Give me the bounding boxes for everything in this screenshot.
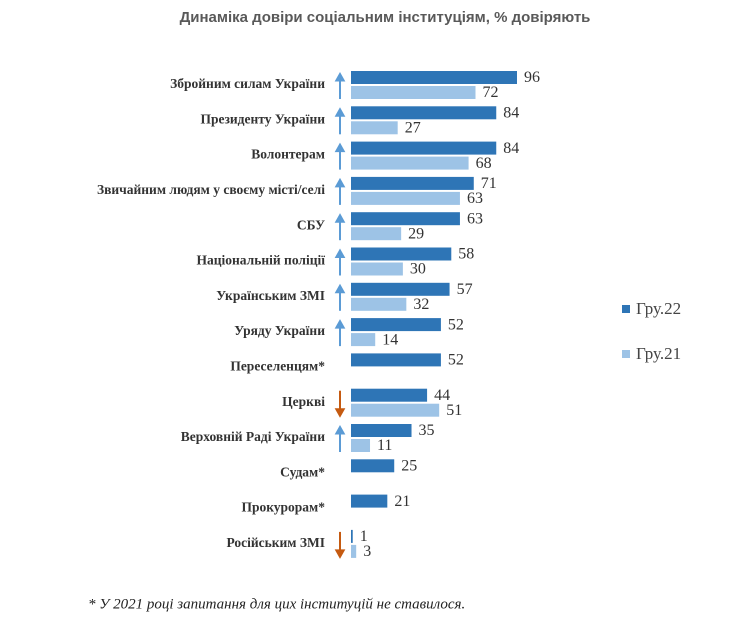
value-label: 11 [377,437,392,454]
bar [351,424,412,437]
trend-arrow-head [334,408,346,418]
value-label: 14 [382,331,398,348]
value-label: 25 [401,457,417,474]
category-label: Переселенцям* [230,358,325,373]
value-label: 1 [360,528,368,545]
value-label: 68 [476,155,492,172]
value-label: 96 [524,69,540,86]
value-label: 84 [503,104,519,121]
bar [351,227,402,241]
value-label: 58 [458,246,474,263]
bar [351,247,452,261]
legend-swatch [622,305,630,313]
bar [351,388,428,402]
value-label: 57 [457,281,473,298]
value-label: 44 [434,387,450,404]
trend-arrow-head [334,213,346,223]
category-label: Українським ЗМІ [216,288,325,303]
trend-arrow-head [334,71,346,82]
bar [351,106,497,120]
trend-arrow-head [334,142,346,153]
legend-label: Гру.22 [636,299,681,318]
bar [351,262,403,276]
trend-arrow-head [334,107,346,117]
value-label: 52 [448,316,464,333]
trend-arrow-head [334,549,346,559]
legend-swatch [622,350,630,358]
trend-arrow-head [334,248,346,258]
value-label: 21 [394,493,410,510]
value-label: 30 [410,261,426,278]
category-label: Верховній Раді України [181,429,325,444]
bar [351,86,476,99]
trend-arrow-head [334,283,346,294]
bar [351,156,469,170]
bar [351,176,474,190]
bar [351,191,460,205]
footnote: * У 2021 році запитання для цих інституц… [88,596,465,612]
bar [351,141,497,155]
category-label: Уряду України [234,323,325,338]
category-label: Волонтерам [251,147,325,162]
value-label: 51 [446,402,462,419]
bar [351,459,395,473]
category-label: Російським ЗМІ [226,535,325,550]
value-label: 63 [467,190,483,207]
category-label: Прокурорам* [241,500,325,515]
value-label: 84 [503,140,519,157]
category-label: Судам* [280,464,325,479]
bar [351,333,376,347]
bar [351,297,407,311]
value-label: 72 [483,84,499,101]
value-label: 3 [363,543,371,560]
trend-arrow-head [334,319,346,329]
category-label: СБУ [297,217,325,232]
category-label: Національній поліції [196,253,325,268]
bar [351,353,441,367]
bar [351,71,517,84]
category-label: Церкві [282,394,325,409]
value-label: 52 [448,352,464,369]
chart-title: Динаміка довіри соціальним інституціям, … [180,9,591,26]
bar [351,318,441,332]
value-label: 35 [419,422,435,439]
bar [351,494,388,508]
bar [351,282,450,296]
bar [351,121,398,135]
category-label: Збройним силам України [170,76,325,91]
bar [351,439,371,452]
trend-arrow-head [334,424,346,435]
value-label: 32 [413,296,429,313]
value-label: 71 [481,175,497,192]
bar [351,212,460,226]
bar [351,544,357,558]
value-label: 27 [405,119,421,136]
category-label: Президенту України [200,111,325,126]
legend-label: Гру.21 [636,344,681,363]
bar [351,403,440,417]
trend-arrow-head [334,177,346,188]
value-label: 63 [467,210,483,227]
bar [351,529,353,543]
value-label: 29 [408,225,424,242]
category-label: Звичайним людям у своєму місті/селі [97,182,325,197]
